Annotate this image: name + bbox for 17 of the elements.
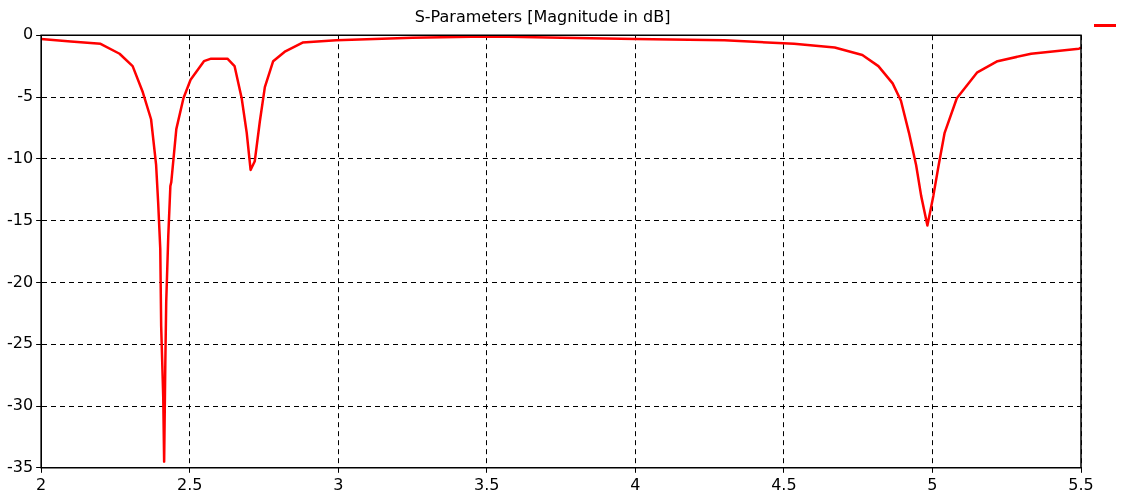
x-tick-label: 3 <box>333 474 344 494</box>
y-tick-label: -10 <box>6 147 34 167</box>
y-tick-label: -15 <box>6 209 34 229</box>
y-tick-label: 0 <box>22 24 34 44</box>
x-tick-label: 2.5 <box>176 474 203 494</box>
x-tick-label: 4.5 <box>771 474 797 494</box>
y-tick-label: -35 <box>6 456 34 476</box>
y-tick-label: -25 <box>6 333 34 353</box>
x-tick-label: 2 <box>36 474 47 494</box>
x-tick-label: 3.5 <box>474 474 500 494</box>
x-tick-label: 5 <box>927 474 938 494</box>
x-tick-label: 5.5 <box>1068 474 1094 494</box>
y-tick-label: -5 <box>17 86 34 106</box>
x-tick-label: 4 <box>630 474 641 494</box>
y-tick-label: -30 <box>6 395 34 415</box>
chart-title: S-Parameters [Magnitude in dB] <box>414 6 671 26</box>
y-tick-label: -20 <box>6 271 34 291</box>
